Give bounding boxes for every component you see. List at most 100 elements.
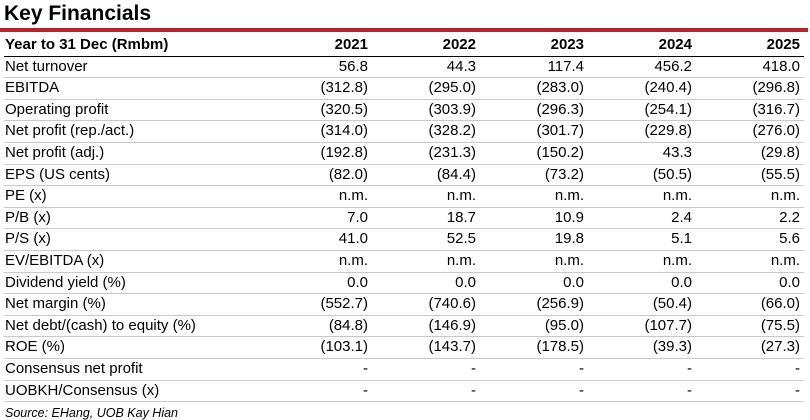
row-label: Consensus net profit xyxy=(4,358,264,381)
table-cell: - xyxy=(696,358,804,381)
table-cell: 43.3 xyxy=(588,142,696,165)
table-cell: (50.5) xyxy=(588,164,696,187)
table-cell: (296.8) xyxy=(696,77,804,100)
table-cell: 456.2 xyxy=(588,56,696,79)
table-row: Net debt/(cash) to equity (%) (84.8) (146.… xyxy=(4,315,804,338)
table-cell: (312.8) xyxy=(264,77,372,100)
table-cell: - xyxy=(264,380,372,403)
table-cell: - xyxy=(588,358,696,381)
table-cell: 7.0 xyxy=(264,207,372,230)
table-cell: (552.7) xyxy=(264,293,372,316)
table-cell: (55.5) xyxy=(696,164,804,187)
table-row: ROE (%) (103.1) (143.7) (178.5) (39.3) (27.3) xyxy=(4,336,804,359)
row-label: UOBKH/Consensus (x) xyxy=(4,380,264,403)
table-header-row: Year to 31 Dec (Rmbm) 2021 2022 2023 202… xyxy=(4,35,804,57)
table-cell: (75.5) xyxy=(696,315,804,338)
table-row: Dividend yield (%) 0.0 0.0 0.0 0.0 0.0 xyxy=(4,272,804,295)
table-cell: (301.7) xyxy=(480,120,588,143)
table-cell: n.m. xyxy=(264,250,372,273)
financials-table: Year to 31 Dec (Rmbm) 2021 2022 2023 202… xyxy=(4,35,804,403)
table-cell: n.m. xyxy=(588,250,696,273)
table-cell: (27.3) xyxy=(696,336,804,359)
table-cell: - xyxy=(480,358,588,381)
table-cell: (328.2) xyxy=(372,120,480,143)
table-cell: 0.0 xyxy=(372,272,480,295)
column-header-year: 2021 xyxy=(264,35,372,57)
table-cell: n.m. xyxy=(480,250,588,273)
table-row: Net profit (rep./act.) (314.0) (328.2) (301… xyxy=(4,120,804,143)
row-label: Operating profit xyxy=(4,99,264,122)
table-cell: (150.2) xyxy=(480,142,588,165)
table-cell: (178.5) xyxy=(480,336,588,359)
row-label: EBITDA xyxy=(4,77,264,100)
table-cell: 0.0 xyxy=(588,272,696,295)
source-note: Source: EHang, UOB Kay Hian xyxy=(5,406,178,420)
table-row: PE (x) n.m. n.m. n.m. n.m. n.m. xyxy=(4,185,804,208)
row-label: Dividend yield (%) xyxy=(4,272,264,295)
column-header-year: 2025 xyxy=(696,35,804,57)
table-cell: (283.0) xyxy=(480,77,588,100)
table-cell: (39.3) xyxy=(588,336,696,359)
table-cell: 41.0 xyxy=(264,228,372,251)
table-row: Operating profit (320.5) (303.9) (296.3) (25… xyxy=(4,99,804,122)
table-cell: - xyxy=(588,380,696,403)
row-label: EV/EBITDA (x) xyxy=(4,250,264,273)
table-cell: 5.1 xyxy=(588,228,696,251)
table-cell: 117.4 xyxy=(480,56,588,79)
table-cell: (254.1) xyxy=(588,99,696,122)
table-cell: (320.5) xyxy=(264,99,372,122)
page-title: Key Financials xyxy=(4,2,152,25)
row-label: Net margin (%) xyxy=(4,293,264,316)
table-cell: 2.2 xyxy=(696,207,804,230)
table-cell: 5.6 xyxy=(696,228,804,251)
row-label: Net profit (adj.) xyxy=(4,142,264,165)
table-row: EV/EBITDA (x) n.m. n.m. n.m. n.m. n.m. xyxy=(4,250,804,273)
row-label: P/S (x) xyxy=(4,228,264,251)
table-row: P/S (x) 41.0 52.5 19.8 5.1 5.6 xyxy=(4,228,804,251)
table-cell: (316.7) xyxy=(696,99,804,122)
table-cell: n.m. xyxy=(588,185,696,208)
table-row: EPS (US cents) (82.0) (84.4) (73.2) (50.5) (5… xyxy=(4,164,804,187)
table-row: EBITDA (312.8) (295.0) (283.0) (240.4) (296.8… xyxy=(4,77,804,100)
table-cell: 2.4 xyxy=(588,207,696,230)
row-label: Net debt/(cash) to equity (%) xyxy=(4,315,264,338)
table-cell: n.m. xyxy=(480,185,588,208)
table-cell: 0.0 xyxy=(696,272,804,295)
title-divider xyxy=(0,28,808,32)
row-label: P/B (x) xyxy=(4,207,264,230)
table-row: Consensus net profit - - - - - xyxy=(4,358,804,381)
table-cell: 52.5 xyxy=(372,228,480,251)
table-cell: 10.9 xyxy=(480,207,588,230)
table-cell: (84.4) xyxy=(372,164,480,187)
table-cell: - xyxy=(696,380,804,403)
table-cell: (295.0) xyxy=(372,77,480,100)
table-cell: 18.7 xyxy=(372,207,480,230)
table-cell: 418.0 xyxy=(696,56,804,79)
table-row: UOBKH/Consensus (x) - - - - - xyxy=(4,380,804,403)
table-row: Net margin (%) (552.7) (740.6) (256.9) (50.4… xyxy=(4,293,804,316)
table-cell: 44.3 xyxy=(372,56,480,79)
table-cell: n.m. xyxy=(696,185,804,208)
table-cell: (256.9) xyxy=(480,293,588,316)
table-cell: n.m. xyxy=(372,250,480,273)
table-cell: (276.0) xyxy=(696,120,804,143)
table-cell: n.m. xyxy=(372,185,480,208)
table-cell: (192.8) xyxy=(264,142,372,165)
table-cell: (50.4) xyxy=(588,293,696,316)
table-cell: (231.3) xyxy=(372,142,480,165)
table-cell: (29.8) xyxy=(696,142,804,165)
table-cell: (314.0) xyxy=(264,120,372,143)
table-cell: 0.0 xyxy=(264,272,372,295)
table-cell: (73.2) xyxy=(480,164,588,187)
table-cell: (103.1) xyxy=(264,336,372,359)
row-label: ROE (%) xyxy=(4,336,264,359)
column-header-label: Year to 31 Dec (Rmbm) xyxy=(4,35,264,57)
row-label: EPS (US cents) xyxy=(4,164,264,187)
table-cell: (740.6) xyxy=(372,293,480,316)
table-cell: - xyxy=(372,358,480,381)
table-row: Net turnover 56.8 44.3 117.4 456.2 418.0 xyxy=(4,56,804,79)
table-cell: (84.8) xyxy=(264,315,372,338)
row-label: Net profit (rep./act.) xyxy=(4,120,264,143)
table-cell: - xyxy=(372,380,480,403)
